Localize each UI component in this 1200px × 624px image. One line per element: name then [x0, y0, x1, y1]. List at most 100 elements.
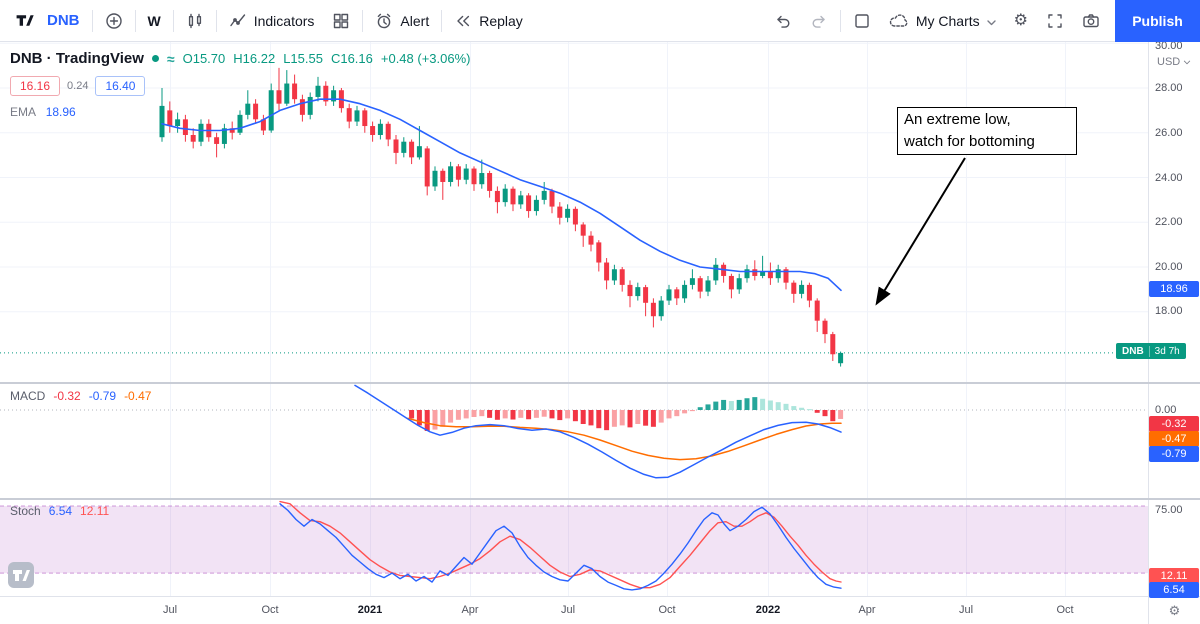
undo-button[interactable]: [765, 6, 801, 36]
low-value: L15.55: [283, 51, 323, 66]
snapshot-button[interactable]: [1073, 6, 1109, 36]
sell-price-button[interactable]: 16.16: [10, 76, 61, 96]
plus-circle-icon: [105, 12, 122, 29]
ema-label: EMA: [10, 105, 36, 119]
main-price-pane[interactable]: [0, 42, 1148, 382]
toolbar-divider: [134, 9, 136, 32]
grid-layout-icon: [334, 13, 349, 28]
spread-value: 0.24: [67, 80, 89, 92]
interval-button[interactable]: W: [139, 6, 170, 36]
replay-label: Replay: [479, 12, 523, 29]
legend-symbol: DNB: [10, 50, 43, 67]
time-axis-label: Jul: [958, 604, 974, 616]
stoch-lines: [279, 500, 842, 591]
time-axis[interactable]: Jul Oct 2021 Apr Jul Oct 2022 Apr Jul Oct: [0, 597, 1148, 624]
single-pane-layout-icon: [855, 13, 869, 28]
camera-icon: [1083, 13, 1099, 27]
macd-pane[interactable]: [0, 384, 1148, 498]
price-axis-label: 0.00: [1155, 404, 1177, 416]
tradingview-logo-icon: [8, 562, 34, 588]
macd-signal-value: -0.47: [124, 389, 152, 403]
chevron-down-icon: [986, 13, 996, 29]
price-axis[interactable]: USD 30.00 28.00 26.00 24.00 22.00 20.00 18.00 0…: [1148, 40, 1200, 596]
redo-button[interactable]: [801, 6, 837, 36]
price-axis-label: 30.00: [1155, 40, 1183, 52]
replay-icon: [457, 15, 470, 26]
indicators-label: Indicators: [253, 12, 315, 29]
currency-toggle-button[interactable]: USD: [1157, 56, 1191, 68]
macd-gridlines: [0, 384, 1148, 498]
tradingview-logo-icon: [16, 15, 34, 26]
market-status-icon: [151, 55, 159, 62]
data-mode-icon: ≈: [166, 50, 175, 67]
top-toolbar: DNB W Indicators: [0, 0, 1200, 42]
price-axis-label: 22.00: [1155, 216, 1183, 228]
time-axis-border: [0, 596, 1200, 597]
annotation-line2: watch for bottoming: [904, 133, 1035, 150]
tradingview-watermark-logo[interactable]: [8, 562, 34, 588]
time-axis-label: Jul: [162, 604, 178, 616]
toolbar-divider: [362, 9, 364, 32]
text-annotation[interactable]: An extreme low, watch for bottoming: [897, 107, 1077, 155]
main-legend: DNB · TradingView ≈ O15.70 H16.22 L15.55…: [10, 50, 471, 119]
tradingview-logo[interactable]: [6, 6, 43, 36]
stoch-legend[interactable]: Stoch 6.54 12.11: [10, 504, 109, 518]
publish-button[interactable]: Publish: [1115, 0, 1200, 42]
redo-icon: [812, 15, 825, 28]
fullscreen-icon: [1048, 13, 1062, 28]
ema-line: [161, 98, 842, 292]
chart-settings-button[interactable]: ⚙: [1005, 6, 1037, 36]
indicator-templates-button[interactable]: [323, 6, 359, 36]
indicators-button[interactable]: Indicators: [220, 6, 324, 36]
arrow-drawing[interactable]: [875, 157, 966, 306]
price-axis-label: 24.00: [1155, 172, 1183, 184]
legend-source: · TradingView: [46, 50, 144, 67]
my-charts-button[interactable]: My Charts: [880, 6, 1005, 36]
layout-select-button[interactable]: [844, 6, 880, 36]
alarm-clock-icon: [378, 13, 391, 28]
time-axis-label: Oct: [1056, 604, 1074, 616]
stoch-d-value: 12.11: [80, 504, 110, 518]
macd-label: MACD: [10, 389, 46, 403]
ema-value: 18.96: [45, 105, 76, 119]
macd-hist-value: -0.32: [53, 389, 81, 403]
axis-settings-corner[interactable]: ⚙: [1148, 597, 1200, 624]
pane-separator[interactable]: [0, 382, 1200, 384]
stoch-band: [0, 505, 1148, 574]
stoch-label: Stoch: [10, 504, 41, 518]
toolbar-divider: [91, 9, 93, 32]
main-gridlines: [0, 42, 1148, 382]
my-charts-label: My Charts: [915, 12, 980, 29]
pane-separator[interactable]: [0, 498, 1200, 500]
ema-legend[interactable]: EMA 18.96: [10, 105, 471, 119]
currency-label: USD: [1157, 56, 1181, 68]
legend-symbol-title[interactable]: DNB · TradingView: [10, 50, 144, 67]
gear-icon: ⚙: [1168, 603, 1181, 618]
stoch-pane[interactable]: [0, 500, 1148, 596]
alert-button[interactable]: Alert: [366, 6, 438, 36]
time-axis-label: Oct: [261, 604, 279, 616]
ohlc-values: O15.70 H16.22 L15.55 C16.16 +0.48 (+3.06…: [183, 51, 471, 66]
change-value: +0.48 (+3.06%): [380, 51, 471, 66]
compare-add-symbol-button[interactable]: [96, 6, 132, 36]
open-value: O15.70: [182, 51, 226, 66]
buy-sell-widget: 16.16 0.24 16.40: [10, 76, 471, 96]
symbol-search-button[interactable]: DNB: [43, 6, 89, 36]
time-axis-label: Apr: [858, 604, 876, 616]
undo-icon: [777, 15, 790, 28]
interval-label: W: [147, 12, 161, 29]
toolbar-divider: [839, 9, 841, 32]
macd-legend[interactable]: MACD -0.32 -0.79 -0.47: [10, 389, 151, 403]
cloud-icon: [889, 14, 908, 27]
fullscreen-button[interactable]: [1037, 6, 1073, 36]
stoch-k-value: 6.54: [48, 504, 73, 518]
annotation-line1: An extreme low,: [904, 111, 1011, 128]
chart-style-button[interactable]: [177, 6, 213, 36]
time-axis-label: Oct: [658, 604, 676, 616]
macd-line-value: -0.79: [88, 389, 117, 403]
price-axis-label: 75.00: [1155, 504, 1183, 516]
buy-price-button[interactable]: 16.40: [95, 76, 146, 96]
replay-button[interactable]: Replay: [445, 6, 532, 36]
time-axis-label: Jul: [560, 604, 576, 616]
